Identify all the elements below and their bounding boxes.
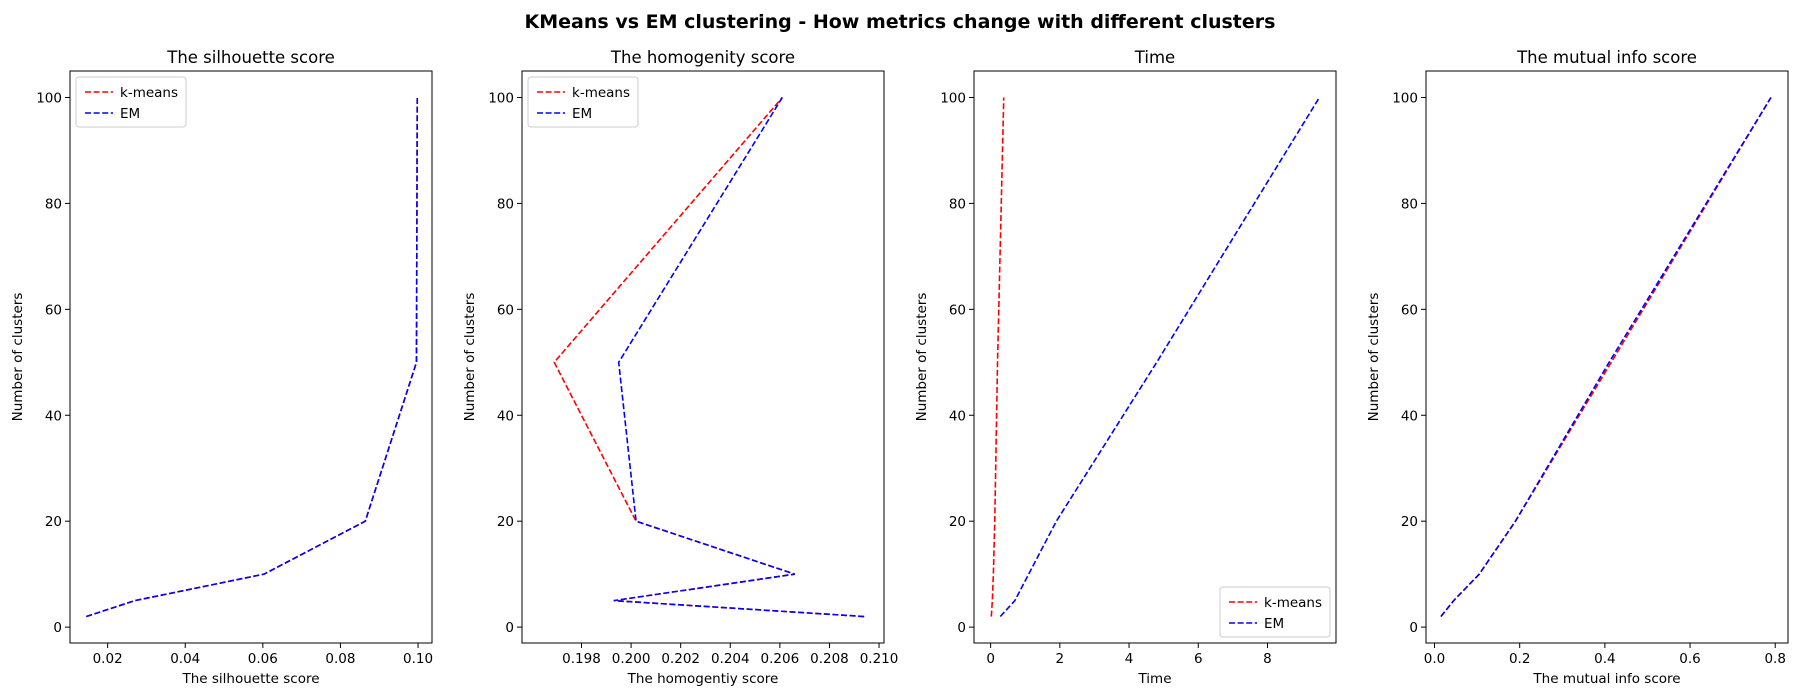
plot-frame bbox=[973, 70, 1337, 644]
legend-label: k-means bbox=[1264, 595, 1322, 611]
series-line-em bbox=[86, 97, 419, 618]
y-tick-label: 40 bbox=[45, 408, 62, 424]
y-tick-label: 100 bbox=[1392, 90, 1418, 106]
plot-frame bbox=[1425, 70, 1789, 644]
x-tick-label: 0.10 bbox=[403, 651, 433, 667]
x-tick-label: 0.04 bbox=[170, 651, 200, 667]
x-axis-label: The homogentiy score bbox=[627, 671, 779, 687]
figure-title: KMeans vs EM clustering - How metrics ch… bbox=[525, 11, 1276, 33]
subplot-title: The mutual info score bbox=[1516, 48, 1697, 67]
x-tick-label: 0.06 bbox=[248, 651, 278, 667]
x-tick-label: 8 bbox=[1263, 651, 1272, 667]
y-tick-label: 40 bbox=[949, 408, 966, 424]
y-axis-label: Number of clusters bbox=[914, 293, 930, 422]
x-axis-label: The mutual info score bbox=[1532, 671, 1680, 687]
y-tick-label: 60 bbox=[45, 302, 62, 318]
legend: k-means EM bbox=[1219, 586, 1331, 638]
x-tick-label: 0 bbox=[986, 651, 995, 667]
y-tick-label: 80 bbox=[1401, 196, 1418, 212]
x-tick-label: 6 bbox=[1194, 651, 1203, 667]
subplot-1: 0.02 0.04 0.06 0.08 0.10 0 20 40 60 80 100 The silh… bbox=[10, 48, 433, 687]
x-axis-label: Time bbox=[1137, 671, 1171, 687]
y-tick-label: 0 bbox=[505, 620, 514, 636]
y-tick-label: 40 bbox=[1401, 408, 1418, 424]
x-tick-label: 2 bbox=[1056, 651, 1065, 667]
subplot-title: The homogenity score bbox=[610, 48, 795, 67]
series-line-em bbox=[999, 97, 1321, 618]
legend-label: EM bbox=[1264, 616, 1284, 632]
subplot-title: The silhouette score bbox=[166, 48, 335, 67]
y-tick-label: 0 bbox=[53, 620, 62, 636]
legend-label: k-means bbox=[120, 85, 178, 101]
y-axis-label: Number of clusters bbox=[10, 293, 26, 422]
x-tick-label: 0.02 bbox=[93, 651, 123, 667]
y-tick-label: 80 bbox=[45, 196, 62, 212]
legend: k-means EM bbox=[527, 76, 639, 128]
x-axis-label: The silhouette score bbox=[181, 671, 319, 687]
y-tick-label: 40 bbox=[497, 408, 514, 424]
y-tick-label: 100 bbox=[36, 90, 62, 106]
series-line-em bbox=[613, 97, 865, 618]
y-tick-label: 100 bbox=[488, 90, 514, 106]
x-tick-label: 0.08 bbox=[325, 651, 355, 667]
subplot-4: 0.0 0.2 0.4 0.6 0.8 0 20 40 60 80 100 The mutual in… bbox=[1366, 48, 1789, 687]
x-tick-label: 0.198 bbox=[562, 651, 601, 667]
y-axis-label: Number of clusters bbox=[462, 293, 478, 422]
y-tick-label: 0 bbox=[1409, 620, 1418, 636]
legend: k-means EM bbox=[75, 76, 187, 128]
y-tick-label: 20 bbox=[45, 514, 62, 530]
series-line-k-means bbox=[990, 97, 1005, 617]
y-tick-label: 0 bbox=[957, 620, 966, 636]
y-tick-label: 80 bbox=[497, 196, 514, 212]
x-tick-label: 0.2 bbox=[1509, 651, 1530, 667]
x-tick-label: 0.4 bbox=[1594, 651, 1615, 667]
legend-box bbox=[75, 76, 187, 128]
legend-label: EM bbox=[120, 106, 140, 122]
x-tick-label: 0.210 bbox=[860, 651, 899, 667]
x-tick-label: 0.202 bbox=[661, 651, 700, 667]
subplot-title: Time bbox=[1134, 48, 1175, 67]
x-tick-label: 0.0 bbox=[1424, 651, 1445, 667]
y-tick-label: 20 bbox=[497, 514, 514, 530]
y-tick-label: 60 bbox=[949, 302, 966, 318]
x-tick-label: 0.6 bbox=[1679, 651, 1700, 667]
y-tick-label: 60 bbox=[1401, 302, 1418, 318]
legend-box bbox=[1219, 586, 1331, 638]
y-tick-label: 100 bbox=[940, 90, 966, 106]
legend-label: k-means bbox=[572, 85, 630, 101]
y-tick-label: 60 bbox=[497, 302, 514, 318]
x-tick-label: 4 bbox=[1125, 651, 1134, 667]
x-tick-label: 0.208 bbox=[810, 651, 849, 667]
x-tick-label: 0.200 bbox=[612, 651, 651, 667]
series-line-em bbox=[1440, 97, 1772, 618]
y-axis-label: Number of clusters bbox=[1366, 293, 1382, 422]
plot-frame bbox=[69, 70, 433, 644]
legend-label: EM bbox=[572, 106, 592, 122]
y-tick-label: 80 bbox=[949, 196, 966, 212]
legend-box bbox=[527, 76, 639, 128]
x-tick-label: 0.206 bbox=[761, 651, 800, 667]
y-tick-label: 20 bbox=[949, 514, 966, 530]
plot-frame bbox=[521, 70, 885, 644]
x-tick-label: 0.204 bbox=[711, 651, 750, 667]
subplot-2: 0.198 0.200 0.202 0.204 0.206 0.208 0.210 0 20 40… bbox=[462, 48, 898, 687]
x-tick-label: 0.8 bbox=[1764, 651, 1785, 667]
y-tick-label: 20 bbox=[1401, 514, 1418, 530]
